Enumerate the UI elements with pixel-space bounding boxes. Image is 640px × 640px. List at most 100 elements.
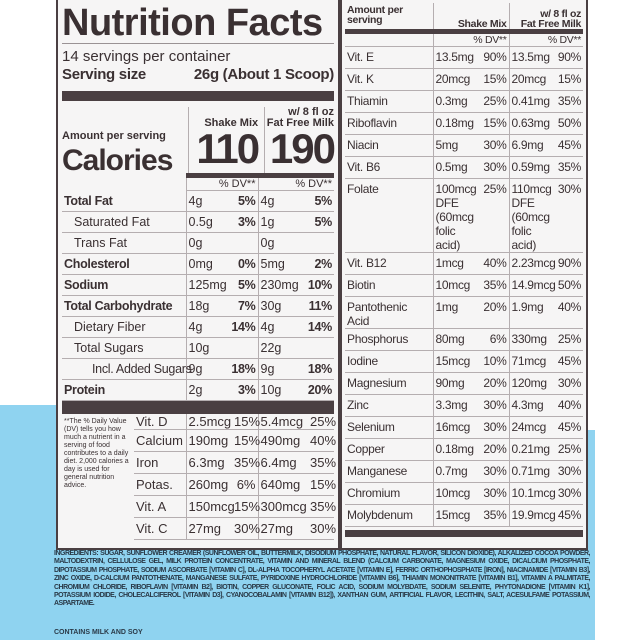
- dv-shake-mix: 3%: [226, 379, 258, 401]
- amount-shake-mix: 15mcg: [432, 504, 479, 527]
- amount-shake-mix: 0.3mg: [432, 90, 479, 113]
- nutrient-name: Vit. D: [134, 407, 186, 430]
- dv-shake-mix: 14%: [226, 316, 258, 338]
- vitamin-row: Chromium 10mcg 30% 10.1mcg 30%: [345, 482, 584, 505]
- allergen-statement: CONTAINS MILK AND SOY: [54, 629, 143, 636]
- amount-with-milk: 5mg: [257, 253, 300, 275]
- amount-with-milk: 1g: [257, 211, 300, 233]
- dv-shake-mix: 20%: [479, 438, 510, 461]
- amount-shake-mix: 10mcg: [432, 274, 479, 297]
- vitamin-row: Niacin 5mg 30% 6.9mg 45%: [345, 134, 584, 157]
- vitamin-row: Iodine 15mcg 10% 71mcg 45%: [345, 350, 584, 373]
- nutrient-name: Incl. Added Sugars: [62, 358, 192, 380]
- amount-per-line1: Amount per: [347, 4, 403, 16]
- dv-shake-mix: 25%: [479, 90, 510, 113]
- amount-with-milk: 13.5mg: [508, 46, 556, 69]
- amount-with-milk: 0.21mg: [508, 438, 556, 461]
- dv-shake-mix: 15%: [479, 68, 510, 91]
- col-milk-line2: Fat Free Milk: [266, 117, 334, 129]
- dv-shake-mix: 10%: [479, 350, 510, 373]
- amount-with-milk: 24mcg: [508, 416, 556, 439]
- dv-shake-mix: 30%: [479, 134, 510, 157]
- amount-per-serving: Amount per serving: [62, 130, 166, 142]
- amount-with-milk: 71mcg: [508, 350, 556, 373]
- amount-shake-mix: 1mg: [432, 296, 479, 329]
- amount-with-milk: 10g: [257, 379, 300, 401]
- dv-shake-mix: 15%: [232, 495, 260, 518]
- dv-shake-mix: 30%: [479, 416, 510, 439]
- nutrient-name: Niacin: [345, 134, 433, 157]
- vitamin-row: Vit. A 150mcg 15% 300mcg 35%: [62, 495, 336, 518]
- nutrient-row: Protein 2g 3% 10g 20%: [62, 379, 334, 401]
- nutrient-name: Sodium: [62, 274, 186, 296]
- amount-with-milk: 2.23mcg: [508, 252, 556, 275]
- dv-with-milk: 50%: [555, 274, 584, 297]
- amount-shake-mix: 0.18mg: [432, 112, 479, 135]
- nutrient-row: Saturated Fat 0.5g 3% 1g 5%: [62, 211, 334, 233]
- amount-shake-mix: 6.3mg: [185, 451, 232, 474]
- dv-with-milk: [300, 337, 334, 359]
- thick-divider: [345, 529, 583, 537]
- dv-shake-mix: 30%: [479, 460, 510, 483]
- amount-shake-mix: 2g: [185, 379, 226, 401]
- servings-per-container: 14 servings per container: [62, 48, 231, 65]
- vitamin-row: Magnesium 90mg 20% 120mg 30%: [345, 372, 584, 395]
- nutrient-name: Chromium: [345, 482, 433, 505]
- nutrient-name: Vit. E: [345, 46, 433, 69]
- amount-with-milk: 9g: [257, 358, 300, 380]
- serving-size-label: Serving size: [62, 66, 146, 83]
- vitamins-panel: Amount per serving Shake Mix w/ 8 fl oz Fa…: [340, 0, 588, 550]
- amount-with-milk: 6.4mg: [257, 451, 308, 474]
- vitamin-row: Folate 100mcg DFE (60mcg folic acid) 25% 11…: [345, 178, 584, 253]
- nutrient-row: Sodium 125mg 5% 230mg 10%: [62, 274, 334, 296]
- amount-shake-mix: 190mg: [185, 429, 232, 452]
- dv-shake-mix: 7%: [226, 295, 258, 317]
- dv-with-milk: 5%: [300, 211, 334, 233]
- vitamin-row: Biotin 10mcg 35% 14.9mcg 50%: [345, 274, 584, 297]
- nutrient-name: Folate: [345, 178, 433, 253]
- amount-shake-mix: 80mg: [432, 328, 479, 351]
- thick-divider: [62, 91, 334, 101]
- dv-shake-mix: 30%: [479, 482, 510, 505]
- dv-with-milk: 15%: [308, 473, 336, 496]
- amount-shake-mix: 125mg: [185, 274, 227, 296]
- amount-with-milk: 14.9mcg: [508, 274, 556, 297]
- nutrient-row: Trans Fat 0g 0g: [62, 232, 334, 254]
- amount-with-milk: 20mcg: [508, 68, 556, 91]
- col-milk-line1: w/ 8 fl oz: [288, 106, 334, 118]
- nutrient-name: Calcium: [134, 429, 186, 452]
- dv-header: % DV**: [508, 28, 584, 47]
- dv-with-milk: [300, 232, 334, 254]
- col-milk-line2: Fat Free Milk: [520, 17, 582, 30]
- nutrient-row: Dietary Fiber 4g 14% 4g 14%: [62, 316, 334, 338]
- dv-with-milk: 45%: [555, 350, 584, 373]
- vitamin-row: Copper 0.18mg 20% 0.21mg 25%: [345, 438, 584, 461]
- nutrient-name: Manganese: [345, 460, 433, 483]
- dv-with-milk: 40%: [308, 429, 336, 452]
- vitamin-row: Molybdenum 15mcg 35% 19.9mcg 45%: [345, 504, 584, 527]
- dv-with-milk: 45%: [555, 134, 584, 157]
- dv-with-milk: 30%: [555, 178, 584, 253]
- dv-shake-mix: 40%: [479, 252, 510, 275]
- vitamin-table-right: Amount per serving Shake Mix w/ 8 fl oz Fa…: [345, 3, 584, 527]
- amount-with-milk: 330mg: [508, 328, 556, 351]
- amount-with-milk: 1.9mg: [508, 296, 556, 329]
- dv-shake-mix: 5%: [226, 274, 258, 296]
- amount-shake-mix: 100mcg DFE (60mcg folic acid): [432, 178, 479, 253]
- dv-shake-mix: 35%: [479, 504, 510, 527]
- vitamin-row: Phosphorus 80mg 6% 330mg 25%: [345, 328, 584, 351]
- amount-shake-mix: 2.5mcg: [185, 407, 232, 430]
- amount-with-milk: 10.1mcg: [508, 482, 556, 505]
- dv-with-milk: 40%: [555, 394, 584, 417]
- dv-with-milk: 90%: [555, 252, 584, 275]
- nutrition-facts-title: Nutrition Facts: [62, 2, 323, 44]
- amount-shake-mix: 15mcg: [432, 350, 479, 373]
- nutrition-facts-panel: Nutrition Facts 14 servings per containe…: [56, 0, 340, 550]
- nutrient-name: Potas.: [134, 473, 186, 496]
- dv-with-milk: 35%: [555, 90, 584, 113]
- amount-shake-mix: 10mcg: [432, 482, 479, 505]
- amount-with-milk: 230mg: [257, 274, 300, 296]
- dv-with-milk: 11%: [300, 295, 334, 317]
- amount-shake-mix: 260mg: [185, 473, 232, 496]
- vitamin-row: Calcium 190mg 15% 490mg 40%: [62, 429, 336, 452]
